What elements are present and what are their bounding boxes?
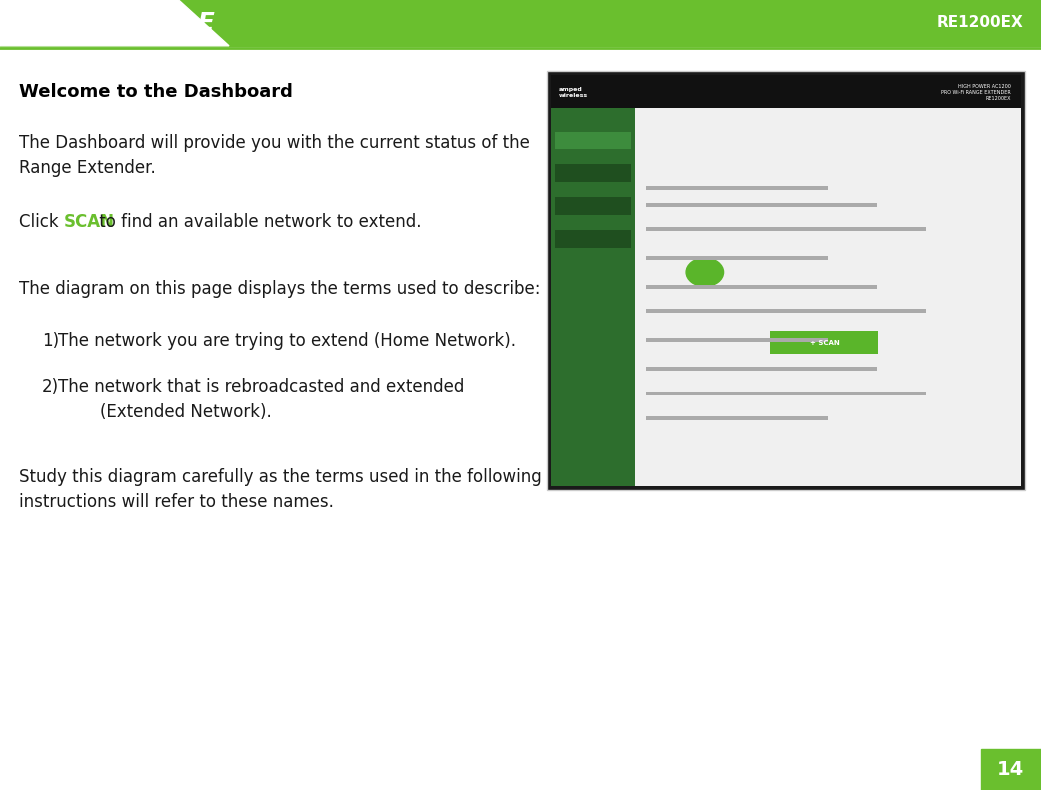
- Bar: [0, 0, 1041, 46]
- Bar: [551, 75, 1021, 108]
- Bar: [547, 71, 1025, 490]
- Circle shape: [686, 258, 723, 287]
- Bar: [555, 132, 631, 149]
- Bar: [551, 108, 635, 486]
- Text: Click: Click: [19, 213, 64, 231]
- Bar: [645, 338, 829, 342]
- Bar: [555, 198, 631, 215]
- Text: USER'S GUIDE: USER'S GUIDE: [18, 11, 214, 35]
- Bar: [770, 331, 879, 355]
- Text: Study this diagram carefully as the terms used in the following
instructions wil: Study this diagram carefully as the term…: [19, 468, 541, 511]
- Polygon shape: [0, 0, 229, 46]
- Bar: [645, 256, 829, 260]
- Text: The network that is rebroadcasted and extended
        (Extended Network).: The network that is rebroadcasted and ex…: [58, 378, 464, 420]
- Bar: [645, 367, 877, 371]
- Text: The network you are trying to extend (Home Network).: The network you are trying to extend (Ho…: [58, 332, 516, 350]
- Bar: [645, 186, 829, 190]
- Text: The diagram on this page displays the terms used to describe:: The diagram on this page displays the te…: [19, 280, 540, 299]
- Text: HIGH POWER AC1200
PRO Wi-Fi RANGE EXTENDER
RE1200EX: HIGH POWER AC1200 PRO Wi-Fi RANGE EXTEND…: [941, 84, 1011, 101]
- Bar: [645, 228, 925, 231]
- Text: 1): 1): [42, 332, 58, 350]
- Bar: [555, 164, 631, 182]
- Text: to find an available network to extend.: to find an available network to extend.: [94, 213, 422, 231]
- Text: 14: 14: [997, 760, 1024, 779]
- Bar: [645, 416, 829, 420]
- Text: + SCAN: + SCAN: [810, 340, 839, 345]
- Bar: [555, 230, 631, 247]
- Text: RE1200EX: RE1200EX: [937, 16, 1023, 30]
- Bar: [645, 284, 877, 288]
- Text: Welcome to the Dashboard: Welcome to the Dashboard: [19, 83, 293, 101]
- Bar: [645, 202, 877, 206]
- Text: amped
wireless: amped wireless: [559, 87, 588, 98]
- Text: 2): 2): [42, 378, 58, 396]
- Bar: [981, 749, 1041, 790]
- Text: SCAN: SCAN: [64, 213, 115, 231]
- Bar: [645, 310, 925, 314]
- Bar: [645, 392, 925, 396]
- Bar: [635, 108, 1021, 486]
- Text: The Dashboard will provide you with the current status of the
Range Extender.: The Dashboard will provide you with the …: [19, 134, 530, 177]
